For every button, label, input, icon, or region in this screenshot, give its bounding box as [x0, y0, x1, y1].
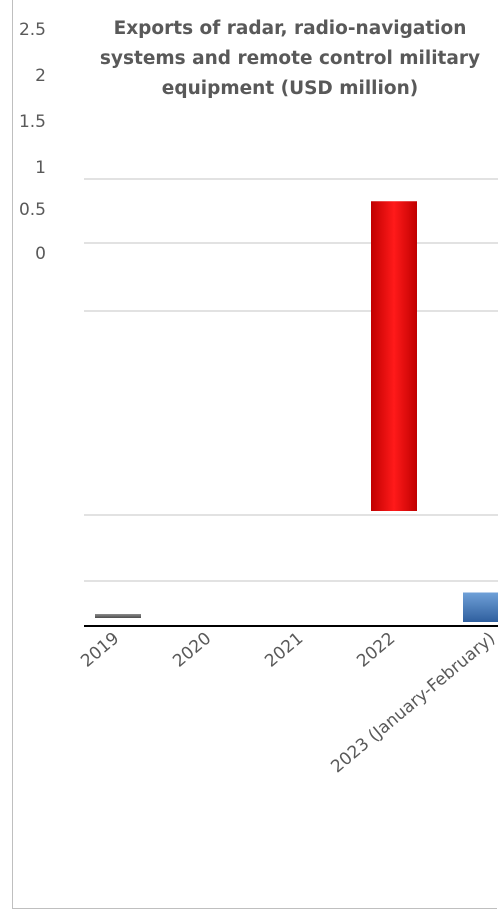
bars: [95, 201, 498, 622]
y-tick-label: 1.5: [18, 112, 46, 132]
gridlines: [84, 178, 498, 582]
y-tick-label: 2: [35, 66, 46, 86]
chart-title-line-3: equipment (USD million): [161, 78, 419, 99]
chart-title: Exports of radar, radio-navigation syste…: [80, 14, 498, 104]
bar-4: [463, 592, 498, 622]
bar-0: [95, 614, 141, 618]
chart-frame: [12, 0, 497, 909]
y-tick-label: 0.5: [18, 200, 46, 220]
x-tick-label: 2022: [353, 629, 399, 672]
bar-3: [371, 201, 417, 511]
y-tick-label: 2.5: [18, 20, 46, 40]
y-tick-label: 1: [35, 158, 46, 178]
x-tick-label: 2020: [169, 629, 215, 672]
x-tick-label: 2021: [261, 629, 307, 672]
chart-title-line-1: Exports of radar, radio-navigation: [113, 18, 467, 39]
x-tick-label: 2023 (January-February): [327, 629, 498, 778]
y-tick-label: 0: [35, 244, 46, 264]
x-tick-label: 2019: [77, 629, 123, 672]
chart-title-line-2: systems and remote control military: [99, 48, 481, 69]
